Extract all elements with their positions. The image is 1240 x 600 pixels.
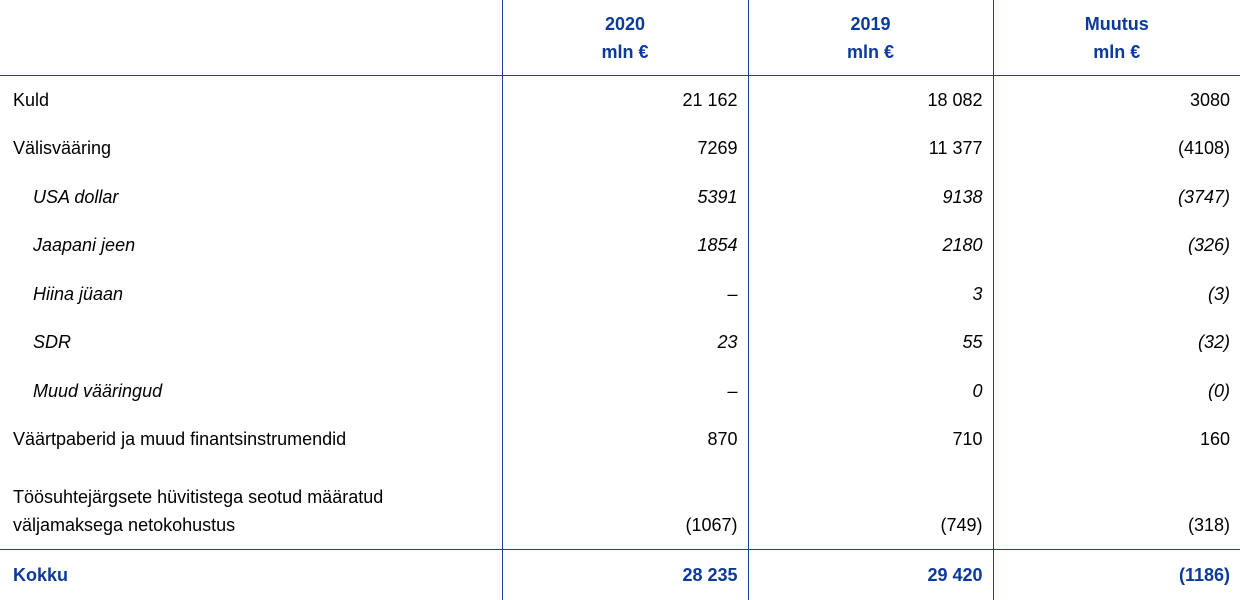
row-label: Jaapani jeen xyxy=(0,222,502,271)
table-row: Hiina jüaan–3(3) xyxy=(0,270,1240,319)
value-change: 160 xyxy=(993,416,1240,465)
value-2019: 3 xyxy=(748,270,993,319)
value-2019: 18 082 xyxy=(748,76,993,125)
value-2019: 9138 xyxy=(748,173,993,222)
value-2019: 0 xyxy=(748,367,993,416)
row-label: Muud vääringud xyxy=(0,367,502,416)
value-change: (3747) xyxy=(993,173,1240,222)
value-2020: 870 xyxy=(502,416,748,465)
total-change: (1186) xyxy=(993,550,1240,600)
value-change: (4108) xyxy=(993,125,1240,174)
total-2019: 29 420 xyxy=(748,550,993,600)
value-change: 3080 xyxy=(993,76,1240,125)
value-2019: 55 xyxy=(748,319,993,368)
value-2019: 11 377 xyxy=(748,125,993,174)
value-change: (326) xyxy=(993,222,1240,271)
row-label: Väärtpaberid ja muud finantsinstrumendid xyxy=(0,416,502,465)
value-2020: 1854 xyxy=(502,222,748,271)
row-label: Kuld xyxy=(0,76,502,125)
value-2019: (749) xyxy=(748,464,993,550)
row-label: USA dollar xyxy=(0,173,502,222)
header-label-cell xyxy=(0,0,502,76)
row-label: SDR xyxy=(0,319,502,368)
value-2019: 710 xyxy=(748,416,993,465)
value-change: (3) xyxy=(993,270,1240,319)
total-2020: 28 235 xyxy=(502,550,748,600)
value-2019: 2180 xyxy=(748,222,993,271)
table-row: Töösuhtejärgsete hüvitistega seotud määr… xyxy=(0,464,1240,550)
value-change: (32) xyxy=(993,319,1240,368)
value-2020: (1067) xyxy=(502,464,748,550)
row-label: Välisvääring xyxy=(0,125,502,174)
value-2020: 7269 xyxy=(502,125,748,174)
value-2020: 5391 xyxy=(502,173,748,222)
row-label: Hiina jüaan xyxy=(0,270,502,319)
value-change: (0) xyxy=(993,367,1240,416)
value-change: (318) xyxy=(993,464,1240,550)
total-label: Kokku xyxy=(0,550,502,600)
value-2020: 21 162 xyxy=(502,76,748,125)
row-label: Töösuhtejärgsete hüvitistega seotud määr… xyxy=(0,464,502,550)
value-2020: – xyxy=(502,367,748,416)
table-row: Muud vääringud–0(0) xyxy=(0,367,1240,416)
table-row: Väärtpaberid ja muud finantsinstrumendid… xyxy=(0,416,1240,465)
value-2020: 23 xyxy=(502,319,748,368)
value-2020: – xyxy=(502,270,748,319)
